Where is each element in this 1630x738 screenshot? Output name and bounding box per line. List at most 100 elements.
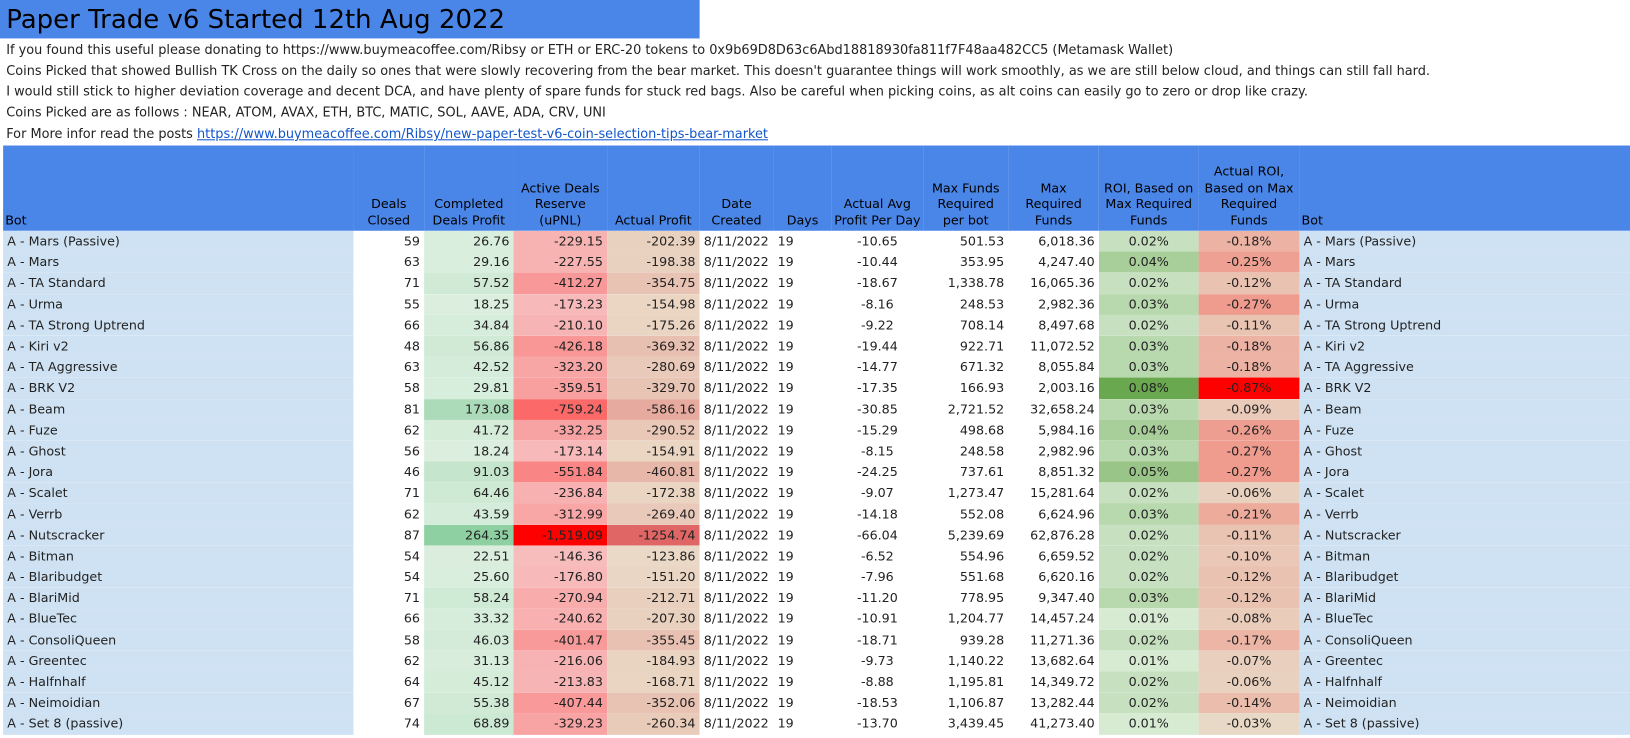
cell: 1,140.22	[923, 650, 1009, 672]
bot-name: A - Halfnhalf	[1299, 671, 1630, 693]
cell: -0.07%	[1198, 650, 1300, 672]
cell: 0.03%	[1098, 398, 1199, 420]
cell: 19	[773, 251, 832, 273]
cell: 45.12	[424, 671, 514, 693]
cell: 1,106.87	[923, 692, 1009, 714]
cell: 6,624.96	[1008, 503, 1099, 525]
cell: 0.02%	[1098, 314, 1199, 336]
bot-name: A - Jora	[1299, 461, 1630, 483]
cell: -0.18%	[1198, 356, 1300, 378]
bot-name: A - Ghost	[3, 440, 354, 462]
cell: 501.53	[923, 230, 1009, 252]
table-row: A - Verrb 62 43.59 -312.99 -269.40 8/11/2022 1…	[3, 503, 1630, 525]
cell: -0.18%	[1198, 230, 1300, 252]
cell: 42.52	[424, 356, 514, 378]
column-header: Date Created	[699, 145, 774, 231]
cell: -14.18	[831, 503, 924, 525]
cell: -13.70	[831, 713, 924, 735]
cell: 737.61	[923, 461, 1009, 483]
table-row: A - BlueTec 66 33.32 -240.62 -207.30 8/11/202…	[3, 608, 1630, 630]
cell: 8,055.84	[1008, 356, 1099, 378]
cell: 46.03	[424, 629, 514, 651]
column-header: Deals Closed	[353, 145, 425, 231]
cell: -30.85	[831, 398, 924, 420]
cell: 13,282.44	[1008, 692, 1099, 714]
note-line: I would still stick to higher deviation …	[6, 83, 1308, 99]
cell: 62	[353, 503, 425, 525]
cell: 13,682.64	[1008, 650, 1099, 672]
cell: -323.20	[513, 356, 608, 378]
cell: 62,876.28	[1008, 524, 1099, 546]
table-row: A - ConsoliQueen 58 46.03 -401.47 -355.45 8/1…	[3, 629, 1630, 651]
cell: 0.02%	[1098, 230, 1199, 252]
cell: 8/11/2022	[699, 440, 774, 462]
cell: -329.23	[513, 713, 608, 735]
cell: -10.91	[831, 608, 924, 630]
cell: 8/11/2022	[699, 335, 774, 357]
cell: 48	[353, 335, 425, 357]
cell: 0.03%	[1098, 440, 1199, 462]
cell: 43.59	[424, 503, 514, 525]
cell: -172.38	[607, 482, 700, 504]
cell: 922.71	[923, 335, 1009, 357]
bot-name: A - Urma	[1299, 293, 1630, 315]
cell: 11,271.36	[1008, 629, 1099, 651]
cell: 18.24	[424, 440, 514, 462]
cell: -202.39	[607, 230, 700, 252]
cell: 68.89	[424, 713, 514, 735]
cell: 0.01%	[1098, 608, 1199, 630]
cell: 671.32	[923, 356, 1009, 378]
cell: -0.08%	[1198, 608, 1300, 630]
cell: 46	[353, 461, 425, 483]
column-header: Bot	[1299, 145, 1630, 231]
cell: -227.55	[513, 251, 608, 273]
bot-name: A - Verrb	[1299, 503, 1630, 525]
cell: 173.08	[424, 398, 514, 420]
cell: 8/11/2022	[699, 503, 774, 525]
cell: 19	[773, 650, 832, 672]
cell: 16,065.36	[1008, 272, 1099, 294]
bot-name: A - BlueTec	[3, 608, 354, 630]
bot-name: A - Kiri v2	[3, 335, 354, 357]
column-header: Days	[773, 145, 832, 231]
cell: 2,721.52	[923, 398, 1009, 420]
bot-name: A - TA Aggressive	[1299, 356, 1630, 378]
cell: 14,457.24	[1008, 608, 1099, 630]
cell: 0.03%	[1098, 293, 1199, 315]
cell: 8/11/2022	[699, 545, 774, 567]
bot-name: A - BRK V2	[1299, 377, 1630, 399]
cell: 0.02%	[1098, 272, 1199, 294]
cell: 81	[353, 398, 425, 420]
cell: -229.15	[513, 230, 608, 252]
table-row: A - TA Standard 71 57.52 -412.27 -354.75 8/11…	[3, 272, 1630, 294]
cell: 56	[353, 440, 425, 462]
cell: 18.25	[424, 293, 514, 315]
cell: -198.38	[607, 251, 700, 273]
cell: 8/11/2022	[699, 566, 774, 588]
bot-name: A - Beam	[3, 398, 354, 420]
cell: 19	[773, 629, 832, 651]
bot-name: A - Kiri v2	[1299, 335, 1630, 357]
column-header: Max Funds Required per bot	[923, 145, 1009, 231]
bot-name: A - TA Strong Uptrend	[3, 314, 354, 336]
cell: 64.46	[424, 482, 514, 504]
cell: 8/11/2022	[699, 671, 774, 693]
cell: 8/11/2022	[699, 587, 774, 609]
cell: 498.68	[923, 419, 1009, 441]
cell: 55	[353, 293, 425, 315]
bot-name: A - Mars	[3, 251, 354, 273]
cell: 66	[353, 608, 425, 630]
cell: -210.10	[513, 314, 608, 336]
post-link[interactable]: https://www.buymeacoffee.com/Ribsy/new-p…	[197, 125, 768, 142]
cell: 0.02%	[1098, 566, 1199, 588]
cell: 2,003.16	[1008, 377, 1099, 399]
cell: 8/11/2022	[699, 713, 774, 735]
cell: 248.53	[923, 293, 1009, 315]
cell: -0.14%	[1198, 692, 1300, 714]
cell: 6,018.36	[1008, 230, 1099, 252]
cell: 0.04%	[1098, 251, 1199, 273]
cell: 71	[353, 482, 425, 504]
note-line: Coins Picked are as follows : NEAR, ATOM…	[6, 103, 606, 120]
cell: -123.86	[607, 545, 700, 567]
